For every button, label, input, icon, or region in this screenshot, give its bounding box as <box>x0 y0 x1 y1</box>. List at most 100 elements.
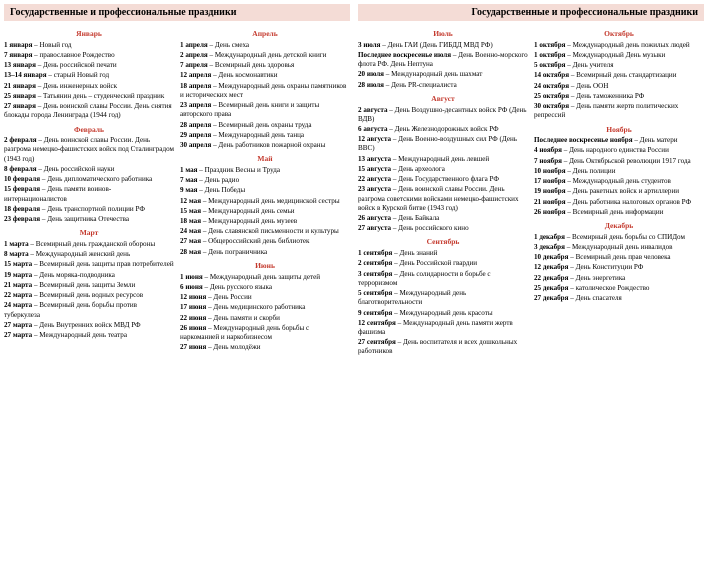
holiday-entry: 28 апреля – Всемирный день охраны труда <box>180 121 350 130</box>
entry-date: 1 июня <box>180 273 203 281</box>
entry-date: 30 апреля <box>180 141 211 149</box>
holiday-entry: 27 марта – Международный день театра <box>4 331 174 340</box>
holiday-entry: 12 августа – День Военно-воздушных сил Р… <box>358 135 528 153</box>
holiday-entry: 6 июня – День русского языка <box>180 283 350 292</box>
holiday-entry: 26 ноября – Всемирный день информации <box>534 208 704 217</box>
holiday-entry: 1 декабря – Всемирный день борьбы со СПИ… <box>534 233 704 242</box>
holiday-entry: 1 мая – Праздник Весны и Труда <box>180 166 350 175</box>
entry-date: 12 декабря <box>534 263 568 271</box>
entry-date: 27 января <box>4 102 36 110</box>
holiday-entry: 21 марта – Всемирный день защиты Земли <box>4 281 174 290</box>
entry-date: 2 февраля <box>4 136 37 144</box>
columns-left: Январь1 января – Новый год7 января – пра… <box>4 25 350 578</box>
holiday-entry: 10 февраля – День дипломатического работ… <box>4 175 174 184</box>
entry-date: 28 апреля <box>180 121 211 129</box>
entry-date: 19 ноября <box>534 187 566 195</box>
holiday-entry: 3 сентября – День солидарности в борьбе … <box>358 270 528 288</box>
entry-date: 27 марта <box>4 331 32 339</box>
holiday-entry: 1 апреля – День смеха <box>180 41 350 50</box>
entry-date: 27 августа <box>358 224 391 232</box>
entry-date: 22 марта <box>4 291 32 299</box>
holiday-entry: 25 января – Татьянин день – студенческий… <box>4 92 174 101</box>
holiday-entry: 22 марта – Всемирный день водных ресурсо… <box>4 291 174 300</box>
entry-date: 1 декабря <box>534 233 565 241</box>
entry-date: 2 сентября <box>358 259 392 267</box>
entry-date: 9 мая <box>180 186 198 194</box>
holiday-entry: 27 мая – Общероссийский день библиотек <box>180 237 350 246</box>
holiday-entry: 30 октября – День памяти жертв политичес… <box>534 102 704 120</box>
entry-date: 1 октября <box>534 51 566 59</box>
entry-date: 26 ноября <box>534 208 566 216</box>
entry-date: 24 мая <box>180 227 201 235</box>
entry-date: 2 апреля <box>180 51 208 59</box>
entry-date: 10 декабря <box>534 253 568 261</box>
holiday-entry: 12 апреля – День космонавтики <box>180 71 350 80</box>
entry-date: 17 июня <box>180 303 206 311</box>
holiday-entry: 27 июня – День молодёжи <box>180 343 350 352</box>
entry-date: 21 марта <box>4 281 32 289</box>
holiday-entry: Последнее воскресенье июля – День Военно… <box>358 51 528 69</box>
entry-date: 27 мая <box>180 237 201 245</box>
entry-date: 26 августа <box>358 214 391 222</box>
holiday-entry: 1 марта – Всемирный день гражданской обо… <box>4 240 174 249</box>
month-title: Май <box>180 154 350 164</box>
holiday-entry: 12 мая – Международный день медицинской … <box>180 197 350 206</box>
entry-date: 25 января <box>4 92 36 100</box>
holiday-entry: 27 января – День воинской славы России. … <box>4 102 174 120</box>
holiday-entry: 9 мая – День Победы <box>180 186 350 195</box>
entry-date: 27 марта <box>4 321 32 329</box>
entry-date: 12 сентября <box>358 319 396 327</box>
entry-date: 18 апреля <box>180 82 211 90</box>
entry-date: 25 декабря <box>534 284 568 292</box>
entry-date: 15 февраля <box>4 185 40 193</box>
holiday-entry: 18 апреля – Международный день охраны па… <box>180 82 350 100</box>
entry-date: 5 октября <box>534 61 566 69</box>
entry-date: 7 января <box>4 51 32 59</box>
page-left: Государственные и профессиональные празд… <box>4 4 350 578</box>
entry-date: 10 февраля <box>4 175 40 183</box>
holiday-entry: 27 декабря – День спасателя <box>534 294 704 303</box>
holiday-entry: 24 мая – День славянской письменности и … <box>180 227 350 236</box>
entry-date: 13 января <box>4 61 36 69</box>
holiday-entry: 28 июля – День PR-специалиста <box>358 81 528 90</box>
col-1: Апрель1 апреля – День смеха2 апреля – Ме… <box>180 25 350 578</box>
holiday-entry: 25 октября – День таможенника РФ <box>534 92 704 101</box>
entry-date: 15 мая <box>180 207 201 215</box>
entry-date: 23 февраля <box>4 215 40 223</box>
entry-date: 23 апреля <box>180 101 211 109</box>
month-title: Март <box>4 228 174 238</box>
header-left: Государственные и профессиональные празд… <box>4 4 350 21</box>
holiday-entry: 14 октября – Всемирный день стандартизац… <box>534 71 704 80</box>
entry-date: 28 июля <box>358 81 384 89</box>
entry-date: 18 мая <box>180 217 201 225</box>
entry-date: Последнее воскресенье ноября <box>534 136 633 144</box>
entry-date: 26 июня <box>180 324 206 332</box>
holiday-entry: 22 июня – День памяти и скорби <box>180 314 350 323</box>
holiday-entry: 23 августа – День воинской славы России.… <box>358 185 528 213</box>
entry-date: 28 мая <box>180 248 201 256</box>
month-title: Апрель <box>180 29 350 39</box>
page-right: Государственные и профессиональные празд… <box>358 4 704 578</box>
entry-date: 7 апреля <box>180 61 208 69</box>
month-title: Февраль <box>4 125 174 135</box>
entry-date: 22 декабря <box>534 274 568 282</box>
entry-date: 29 апреля <box>180 131 211 139</box>
holiday-entry: 15 февраля – День памяти воинов-интернац… <box>4 185 174 203</box>
holiday-entry: 8 марта – Международный женский день <box>4 250 174 259</box>
entry-date: 12 мая <box>180 197 201 205</box>
entry-date: 14 октября <box>534 71 569 79</box>
holiday-entry: 25 декабря – католическое Рождество <box>534 284 704 293</box>
month-title: Июль <box>358 29 528 39</box>
holiday-entry: 7 апреля – Всемирный день здоровья <box>180 61 350 70</box>
entry-date: 5 сентября <box>358 289 392 297</box>
holiday-entry: 2 августа – День Воздушно-десантных войс… <box>358 106 528 124</box>
holiday-entry: 27 сентября – День воспитателя и всех до… <box>358 338 528 356</box>
entry-date: 19 марта <box>4 271 32 279</box>
entry-date: 10 ноября <box>534 167 566 175</box>
entry-date: 13 августа <box>358 155 391 163</box>
entry-date: 2 августа <box>358 106 388 114</box>
holiday-entry: 5 сентября – Международный день благотво… <box>358 289 528 307</box>
entry-date: 6 августа <box>358 125 388 133</box>
entry-date: 30 октября <box>534 102 569 110</box>
holiday-entry: 19 ноября – День ракетных войск и артилл… <box>534 187 704 196</box>
